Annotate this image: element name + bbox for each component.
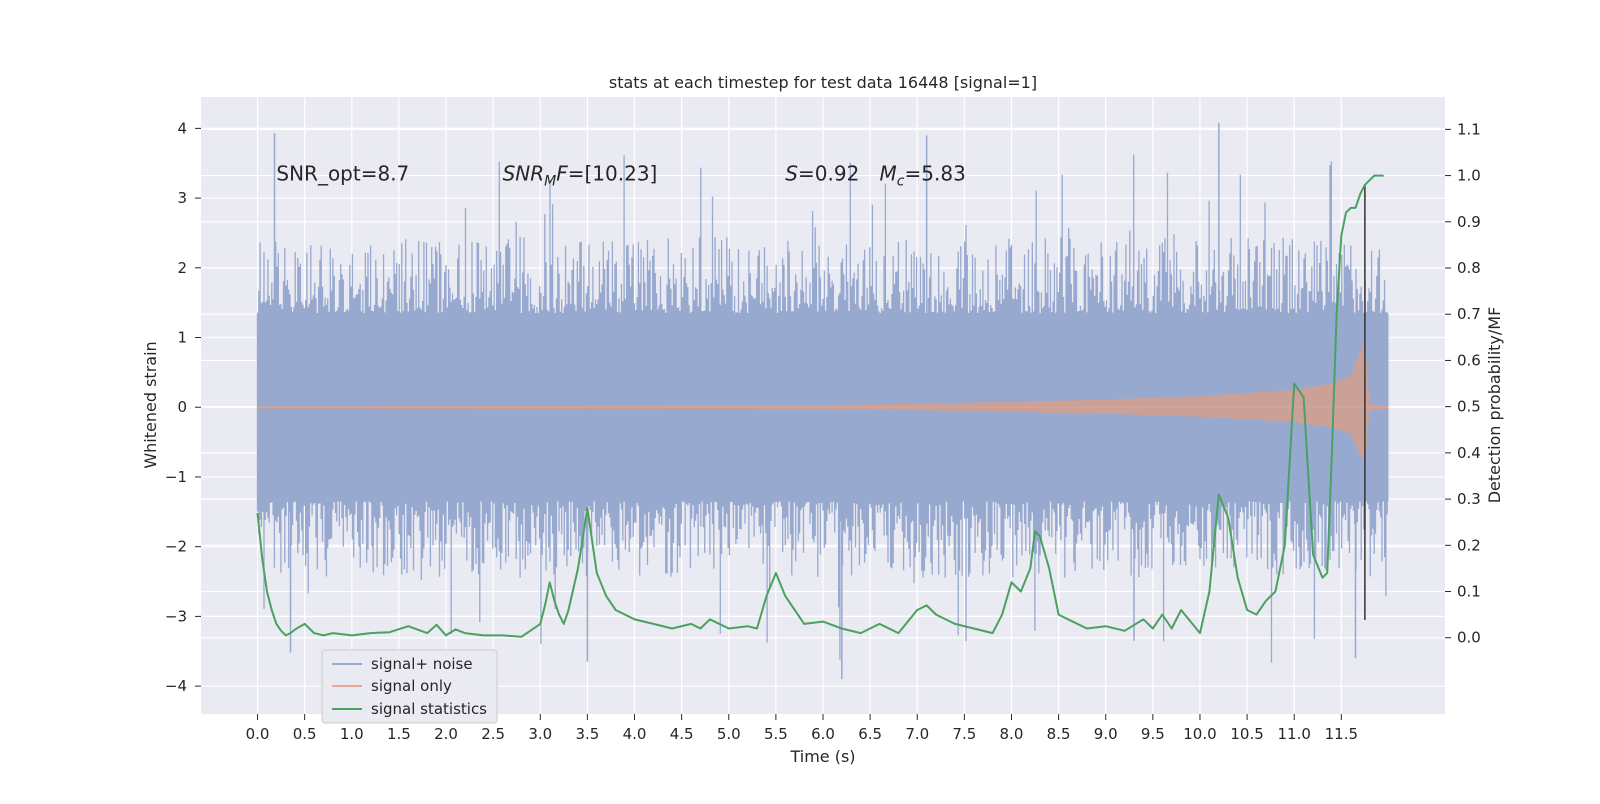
legend-box xyxy=(321,649,498,724)
y2-tick-label: 0.4 xyxy=(1457,444,1481,462)
statistics-line xyxy=(256,174,1384,638)
y2-tick-label: 0.3 xyxy=(1457,490,1481,508)
y-tick-label: 3 xyxy=(177,189,187,207)
x-tick-label: 6.5 xyxy=(858,725,882,743)
x-tick-label: 1.5 xyxy=(387,725,411,743)
y2-tick-label: 0.7 xyxy=(1457,305,1481,323)
x-tick-label: 6.0 xyxy=(811,725,835,743)
annotation-part: SNR xyxy=(503,162,545,186)
y-tick-label: −1 xyxy=(165,468,187,486)
y2-tick-label: 0.6 xyxy=(1457,351,1481,369)
y2-axis-ticks: 1.1 1.0 0.9 0.8 0.7 0.6 0.5 0.4 0.3 0.2 0.1 0.0 xyxy=(1445,120,1481,647)
legend-label-signal-only: signal only xyxy=(371,677,452,695)
y2-tick-label: 1.1 xyxy=(1457,120,1481,138)
annotation-part: F xyxy=(556,162,568,186)
y-axis-label: Whitened strain xyxy=(141,341,160,468)
x-tick-label: 3.5 xyxy=(575,725,599,743)
x-tick-label: 8.5 xyxy=(1047,725,1071,743)
y-tick-label: −4 xyxy=(165,677,187,695)
x-tick-label: 4.5 xyxy=(670,725,694,743)
x-tick-label: 2.0 xyxy=(434,725,458,743)
y2-tick-label: 0.0 xyxy=(1457,629,1481,647)
x-tick-label: 10.5 xyxy=(1230,725,1263,743)
y2-tick-label: 0.1 xyxy=(1457,583,1481,601)
legend-label-signal-noise: signal+ noise xyxy=(371,655,473,673)
x-axis-ticks: 0.0 0.5 1.0 1.5 2.0 2.5 3.0 3.5 4.0 4.5 5.0 5.5 6.0 6… xyxy=(246,714,1358,743)
y-tick-label: −2 xyxy=(165,538,187,556)
x-axis-label: Time (s) xyxy=(789,747,855,766)
x-tick-label: 2.5 xyxy=(481,725,505,743)
x-tick-label: 1.0 xyxy=(340,725,364,743)
annotation-s-value: S=0.92 xyxy=(785,162,859,186)
annotation-part: =0.92 xyxy=(798,162,859,186)
chirp-envelope xyxy=(257,341,1389,464)
signal-statistics-series xyxy=(256,174,1384,638)
x-tick-label: 5.5 xyxy=(764,725,788,743)
annotation-part: M xyxy=(544,174,556,190)
y2-tick-label: 0.2 xyxy=(1457,536,1481,554)
annotation-part: S xyxy=(785,162,798,186)
annotation-part: M xyxy=(880,162,897,186)
x-tick-label: 3.0 xyxy=(528,725,552,743)
annotation-mc-value: Mc=5.83 xyxy=(880,162,966,190)
x-tick-label: 11.0 xyxy=(1278,725,1311,743)
x-tick-label: 0.5 xyxy=(293,725,317,743)
x-tick-label: 7.5 xyxy=(952,725,976,743)
y2-axis-label: Detection probability/MF xyxy=(1485,307,1504,504)
x-tick-label: 11.5 xyxy=(1325,725,1358,743)
y-tick-label: 0 xyxy=(177,398,187,416)
y2-tick-label: 0.9 xyxy=(1457,213,1481,231)
y2-tick-label: 1.0 xyxy=(1457,167,1481,185)
legend: signal+ noise signal only signal statist… xyxy=(321,649,498,724)
x-tick-label: 9.0 xyxy=(1094,725,1118,743)
y-tick-label: 4 xyxy=(177,119,187,137)
annotation-part: =[10.23] xyxy=(568,162,658,186)
x-tick-label: 9.5 xyxy=(1141,725,1165,743)
annotation-part: =5.83 xyxy=(905,162,966,186)
x-tick-label: 10.0 xyxy=(1183,725,1216,743)
annotation-part: SNR_opt=8.7 xyxy=(276,162,409,186)
chart-title: stats at each timestep for test data 164… xyxy=(609,73,1037,92)
annotation-part: c xyxy=(897,174,905,190)
annotation-snr-mf: SNRMF=[10.23] xyxy=(503,162,658,190)
annotations: SNR_opt=8.7 SNRMF=[10.23] S=0.92 Mc=5.83 xyxy=(276,162,965,190)
y-tick-label: −3 xyxy=(165,607,187,625)
legend-label-signal-statistics: signal statistics xyxy=(371,700,487,718)
y2-tick-label: 0.5 xyxy=(1457,398,1481,416)
x-tick-label: 5.0 xyxy=(717,725,741,743)
x-tick-label: 0.0 xyxy=(246,725,270,743)
y2-tick-label: 0.8 xyxy=(1457,259,1481,277)
x-tick-label: 7.0 xyxy=(905,725,929,743)
x-tick-label: 8.0 xyxy=(1000,725,1024,743)
signal-only-series xyxy=(257,341,1389,464)
y-tick-label: 1 xyxy=(177,329,187,347)
annotation-snr-opt: SNR_opt=8.7 xyxy=(276,162,409,186)
x-tick-label: 4.0 xyxy=(623,725,647,743)
y-axis-ticks: 4 3 2 1 0 −1 −2 −3 −4 xyxy=(165,119,201,695)
y-tick-label: 2 xyxy=(177,259,187,277)
